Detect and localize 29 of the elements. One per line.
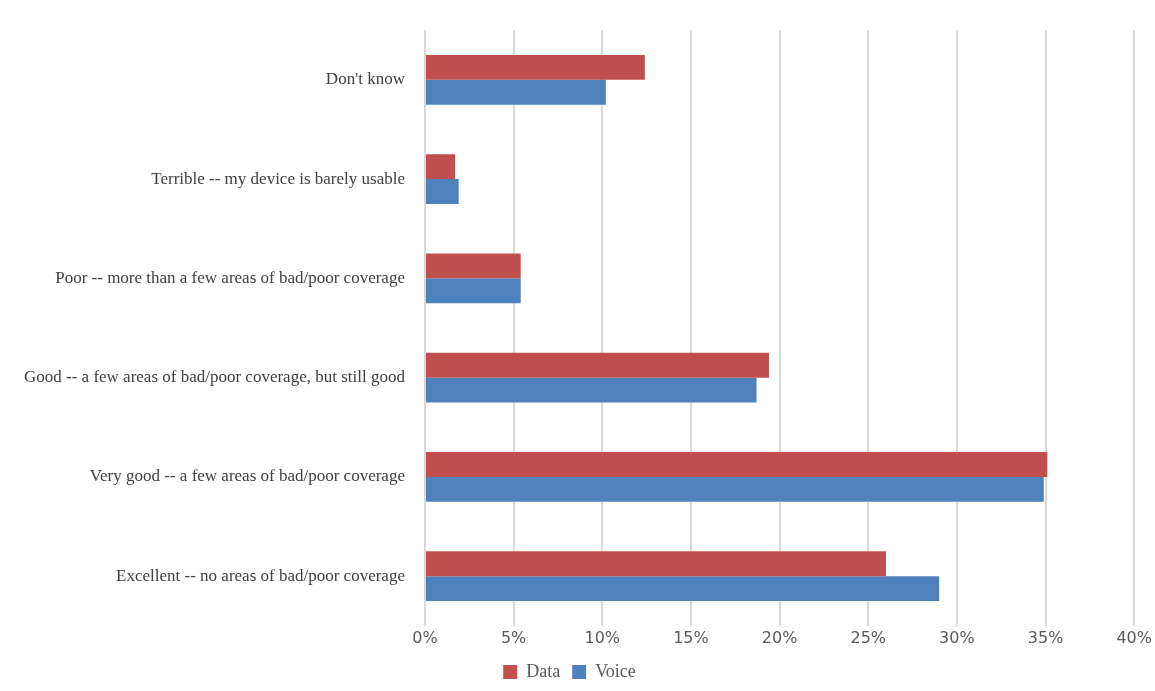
y-tick-label: Good -- a few areas of bad/poor coverage, but still good: [23, 367, 406, 387]
y-tick-label: Terrible -- my device is barely usable: [151, 168, 405, 188]
x-tick-label: 0%: [412, 627, 438, 647]
bar: [425, 352, 769, 378]
legend-label: Data: [526, 660, 561, 681]
y-tick-label: Don't know: [325, 69, 406, 89]
bar: [425, 476, 1044, 502]
legend-label: Voice: [595, 660, 636, 681]
x-tick-label: 15%: [673, 627, 709, 647]
y-tick-label: Very good -- a few areas of bad/poor coverage: [89, 466, 405, 486]
bar: [425, 551, 886, 577]
bar: [425, 154, 456, 180]
bar: [425, 253, 521, 279]
x-tick-label: 30%: [939, 627, 975, 647]
bar: [425, 377, 757, 403]
x-tick-label: 5%: [500, 627, 527, 647]
x-tick-label: 20%: [761, 627, 798, 647]
x-tick-label: 25%: [850, 627, 887, 647]
y-tick-label: Excellent -- no areas of bad/poor coverage: [116, 565, 405, 585]
x-tick-label: 35%: [1027, 627, 1064, 647]
bar: [425, 79, 606, 105]
x-tick-label: 40%: [1116, 627, 1152, 647]
bar: [425, 576, 940, 601]
bar: [425, 55, 645, 80]
bar: [425, 452, 1048, 477]
bar: [425, 179, 459, 204]
y-tick-label: Poor -- more than a few areas of bad/poor coverage: [55, 267, 405, 287]
x-tick-label: 10%: [584, 627, 621, 647]
bar: [425, 278, 521, 304]
